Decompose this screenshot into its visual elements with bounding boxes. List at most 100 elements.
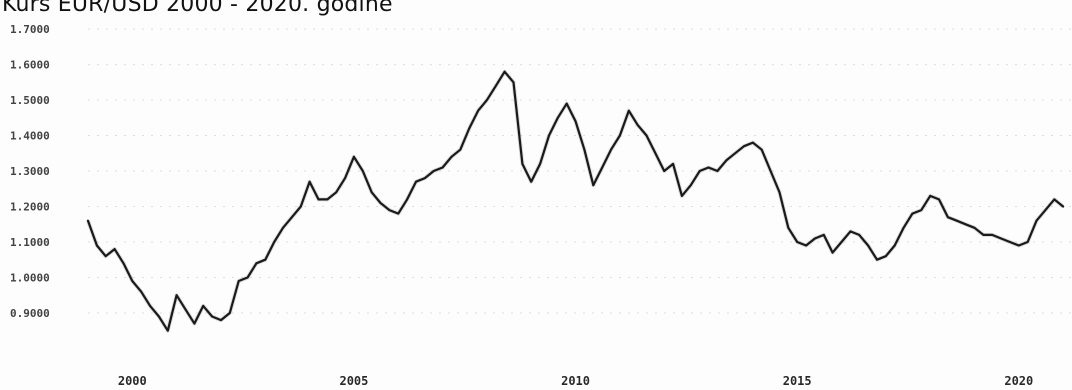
data-point [610,148,612,151]
data-point [574,120,577,123]
data-point [734,152,736,155]
data-point [495,85,497,87]
data-point [397,212,400,215]
data-point [1062,205,1064,208]
data-point [246,276,249,279]
data-point [131,280,134,282]
y-tick-label: 1.5000 [10,94,50,107]
data-point [663,170,665,172]
data-point [698,170,701,172]
data-point [459,148,462,151]
data-point [158,315,160,318]
data-point [947,216,949,218]
data-point [681,195,683,197]
data-point [725,159,728,162]
data-point [920,209,923,211]
data-point [911,212,914,215]
data-point [645,134,648,137]
data-point [849,230,852,233]
data-point [175,294,178,297]
data-point [840,241,843,243]
data-point [406,198,408,201]
data-point [362,170,364,172]
data-point [929,195,931,197]
chart-title: Kurs EUR/USD 2000 - 2020. godine [2,0,393,17]
data-point [308,180,311,183]
data-point [858,234,860,236]
data-point [335,191,338,194]
data-point [716,170,719,172]
data-point [1044,209,1047,211]
data-point [743,145,745,147]
data-point [1018,244,1020,247]
data-point [636,124,639,126]
data-point [87,219,89,222]
data-point [122,262,125,265]
data-point [432,170,435,172]
data-point [486,99,488,101]
y-tick-label: 1.2000 [10,201,50,214]
data-point [370,191,373,194]
y-tick-label: 1.1000 [10,236,50,249]
data-point [752,141,754,144]
data-point [282,227,284,229]
data-point [539,163,541,165]
data-point [893,244,896,247]
data-point [264,258,267,261]
x-tick-label: 2010 [561,374,590,388]
data-point [956,219,958,222]
data-point [237,280,240,282]
data-point [982,234,985,236]
data-point [167,329,169,332]
data-point [565,102,568,105]
data-point [211,315,213,318]
data-point [388,209,391,211]
data-point [220,319,222,321]
data-point [530,180,532,183]
x-tick-label: 2005 [339,374,368,388]
data-point [140,290,142,293]
data-point [503,70,506,73]
x-axis-ticks: 2000 2005 2010 2015 2020 [118,374,1033,388]
y-tick-label: 1.3000 [10,165,50,178]
data-point [831,251,834,254]
data-point [1035,219,1038,222]
data-point [973,227,976,229]
data-point [512,81,515,84]
data-point [379,202,382,204]
data-point [104,255,107,257]
series-line-halo [86,69,1065,333]
y-tick-label: 0.9000 [10,307,50,320]
data-point [592,184,595,186]
data-point [628,109,630,112]
data-point [690,184,692,186]
grid-layer [88,28,1072,314]
data-point [149,305,151,307]
data-point [521,163,524,165]
data-point [814,237,816,240]
data-point [193,322,196,325]
data-point [468,127,471,130]
data-point [291,216,293,218]
data-point [991,234,993,236]
data-point [796,241,798,243]
data-point [760,148,763,151]
data-point [229,312,231,314]
data-point [1053,198,1056,201]
data-point [902,227,905,229]
data-point [1000,237,1002,240]
data-point [113,248,116,250]
data-point [885,255,887,257]
x-tick-label: 2020 [1004,374,1033,388]
data-point [326,198,329,201]
y-tick-label: 1.4000 [10,130,50,143]
data-point [424,177,426,179]
data-point [769,170,772,172]
data-point [654,152,657,155]
data-point [823,234,825,236]
data-point [273,241,276,243]
data-point [1026,241,1029,243]
data-point [778,191,781,194]
